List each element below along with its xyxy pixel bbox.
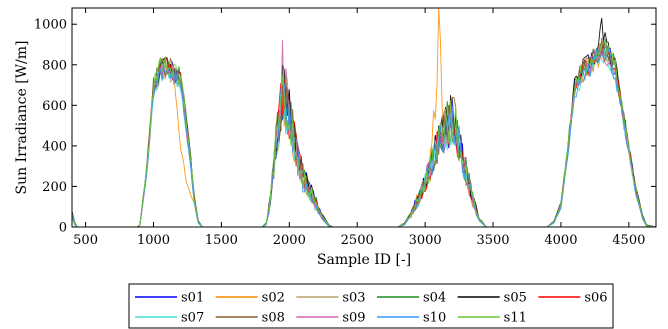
y-tick-label: 600: [42, 99, 67, 114]
y-tick-label: 400: [42, 139, 67, 154]
legend-label-s05: s05: [504, 291, 527, 306]
legend-box: [128, 283, 614, 329]
series-line-s04: [72, 38, 656, 227]
x-tick-label: 500: [73, 233, 98, 248]
plot-frame: [71, 7, 657, 228]
axes: [71, 7, 657, 228]
legend-label-s03: s03: [342, 291, 365, 306]
x-tick-label: 1000: [137, 233, 170, 248]
x-tick-label: 2000: [273, 233, 306, 248]
y-tick-label: 1000: [34, 18, 67, 33]
axis-ticks: 500 1000 1500 2000 2500 3000 3500 4000 4500 0 200 4…: [34, 8, 656, 248]
legend-label-s11: s11: [504, 311, 527, 326]
legend: s01 s02 s03 s04 s05 s06 s07 s08 s09 s10 s11: [128, 283, 614, 329]
y-axis-title: Sun Irradiance [W/m]: [14, 40, 30, 194]
x-tick-label: 2500: [341, 233, 374, 248]
y-tick-label: 0: [59, 221, 67, 236]
x-axis-title: Sample ID [-]: [317, 252, 411, 268]
series-line-s05: [72, 17, 656, 227]
x-tick-label: 4000: [544, 233, 577, 248]
series-line-s11: [72, 40, 656, 227]
legend-label-s02: s02: [262, 291, 285, 306]
plot-series: [72, 8, 656, 227]
y-tick-label: 800: [42, 58, 67, 73]
legend-label-s04: s04: [423, 291, 446, 306]
x-tick-label: 3500: [476, 233, 509, 248]
legend-label-s06: s06: [584, 291, 607, 306]
legend-label-s07: s07: [181, 311, 204, 326]
legend-label-s10: s10: [423, 311, 446, 326]
y-tick-label: 200: [42, 180, 67, 195]
series-line-s02: [72, 8, 656, 227]
x-tick-label: 3000: [409, 233, 442, 248]
x-tick-label: 4500: [612, 233, 645, 248]
x-tick-label: 1500: [205, 233, 238, 248]
legend-label-s09: s09: [342, 311, 365, 326]
legend-label-s01: s01: [181, 291, 204, 306]
legend-label-s08: s08: [262, 311, 285, 326]
